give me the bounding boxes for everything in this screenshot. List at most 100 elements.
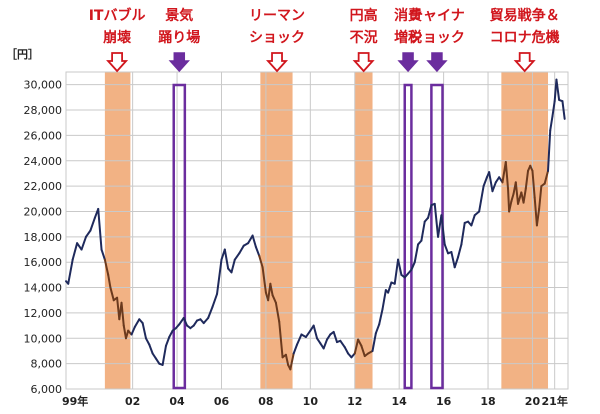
line-segment-86 xyxy=(360,344,366,358)
y-tick-label-10: 26,000 xyxy=(24,129,63,142)
down-arrow-icon-it-bubble xyxy=(106,52,129,73)
y-tick-label-3: 12,000 xyxy=(24,307,63,320)
line-segment-59 xyxy=(269,282,274,297)
line-segment-144 xyxy=(538,185,543,210)
line-segment-25 xyxy=(148,343,154,355)
line-segment-3 xyxy=(76,242,83,251)
x-tick-label-0: 99年 xyxy=(62,394,88,408)
line-segment-141 xyxy=(531,169,536,199)
line-segment-21 xyxy=(133,318,141,328)
box-1 xyxy=(403,83,413,390)
price-line xyxy=(65,78,566,371)
y-tick-label-4: 14,000 xyxy=(24,282,63,295)
line-segment-138 xyxy=(524,169,530,190)
line-segment-92 xyxy=(381,289,387,311)
x-tick-label-7: 14 xyxy=(392,395,408,408)
x-tick-label-1: 02 xyxy=(125,395,140,408)
line-segment-20 xyxy=(130,325,136,336)
event-label-endaka-0: 円高 xyxy=(350,7,378,24)
x-tick-label-8: 16 xyxy=(436,395,452,408)
line-segment-53 xyxy=(251,234,257,248)
event-label-shohi-0: 消費 xyxy=(394,7,422,24)
event-label-china-1: ショック xyxy=(409,30,465,46)
line-segment-50 xyxy=(238,244,245,255)
line-segment-49 xyxy=(233,252,241,261)
down-arrow-icon-china xyxy=(426,52,448,73)
line-segment-61 xyxy=(274,301,281,323)
line-segment-70 xyxy=(304,329,312,339)
line-segment-147 xyxy=(547,129,552,172)
boxed-periods xyxy=(172,83,444,390)
shade-0 xyxy=(104,72,131,389)
line-segment-44 xyxy=(216,258,223,295)
line-segment-97 xyxy=(397,258,403,276)
x-tick-label-2: 04 xyxy=(169,395,185,408)
line-segment-56 xyxy=(261,266,267,294)
line-segment-5 xyxy=(84,229,92,238)
line-segment-101 xyxy=(410,261,416,271)
line-segment-38 xyxy=(192,319,199,327)
line-segment-94 xyxy=(387,281,393,294)
event-label-it-bubble-0: ITバブル xyxy=(89,7,146,24)
y-tick-label-6: 18,000 xyxy=(24,231,63,244)
x-tick-label-10: 20 xyxy=(525,395,541,408)
line-segment-75 xyxy=(322,338,328,350)
line-segment-27 xyxy=(154,357,161,365)
y-tick-label-2: 10,000 xyxy=(24,332,63,345)
line-segment-1 xyxy=(67,258,74,285)
y-tick-label-1: 8,000 xyxy=(31,358,63,371)
line-segment-146 xyxy=(543,169,550,185)
line-segment-104 xyxy=(420,220,426,242)
line-segment-84 xyxy=(353,338,360,355)
x-axis-labels: 99年 02 04 06 08 10 12 14 16 18 20 21年 xyxy=(62,394,568,408)
event-label-endaka-1: 不況 xyxy=(350,29,378,46)
line-segment-10 xyxy=(103,258,110,276)
line-segment-54 xyxy=(254,245,261,257)
line-segment-67 xyxy=(292,343,299,355)
line-segment-35 xyxy=(182,316,189,327)
line-segment-60 xyxy=(271,294,277,304)
line-segment-122 xyxy=(482,176,488,188)
line-segment-89 xyxy=(371,332,377,352)
x-tick-label-3: 06 xyxy=(214,395,230,408)
line-segment-55 xyxy=(258,254,264,269)
shade-3 xyxy=(501,72,549,389)
line-segment-26 xyxy=(151,352,157,360)
line-segment-76 xyxy=(325,333,332,341)
event-label-lehman-0: リーマン xyxy=(249,8,305,24)
line-segment-153 xyxy=(561,100,566,120)
line-segment-62 xyxy=(278,320,284,359)
line-segment-34 xyxy=(178,316,185,326)
line-segment-18 xyxy=(124,329,130,340)
line-segment-80 xyxy=(339,339,346,349)
line-segment-116 xyxy=(460,221,466,246)
line-segment-149 xyxy=(551,100,556,118)
line-segment-131 xyxy=(508,200,513,213)
line-segment-115 xyxy=(457,243,463,259)
box-0 xyxy=(172,83,187,390)
event-label-shohi-1: 増税 xyxy=(394,29,422,46)
line-segment-119 xyxy=(470,214,476,227)
x-tick-label-4: 08 xyxy=(258,395,273,408)
x-tick-label-5: 10 xyxy=(303,395,319,408)
line-segment-48 xyxy=(230,258,236,274)
line-segment-12 xyxy=(109,286,115,302)
down-arrow-icon-endaka xyxy=(352,52,375,73)
line-segment-90 xyxy=(374,323,381,335)
line-segment-121 xyxy=(478,185,485,213)
line-segment-6 xyxy=(89,216,96,232)
line-segment-66 xyxy=(289,352,295,371)
line-segment-78 xyxy=(332,330,338,344)
down-arrow-icon-keiki xyxy=(168,52,190,73)
line-segment-114 xyxy=(453,256,460,269)
shade-2 xyxy=(354,72,373,389)
line-segment-11 xyxy=(107,273,112,289)
event-label-trade-war-1: コロナ危機 xyxy=(490,29,560,46)
y-axis-labels: 6,000 8,000 10,000 12,000 14,000 16,000 18,000… xyxy=(24,79,63,396)
line-segment-73 xyxy=(316,337,322,345)
line-segment-16 xyxy=(120,301,125,327)
line-segment-134 xyxy=(514,181,520,205)
line-segment-46 xyxy=(223,248,230,270)
